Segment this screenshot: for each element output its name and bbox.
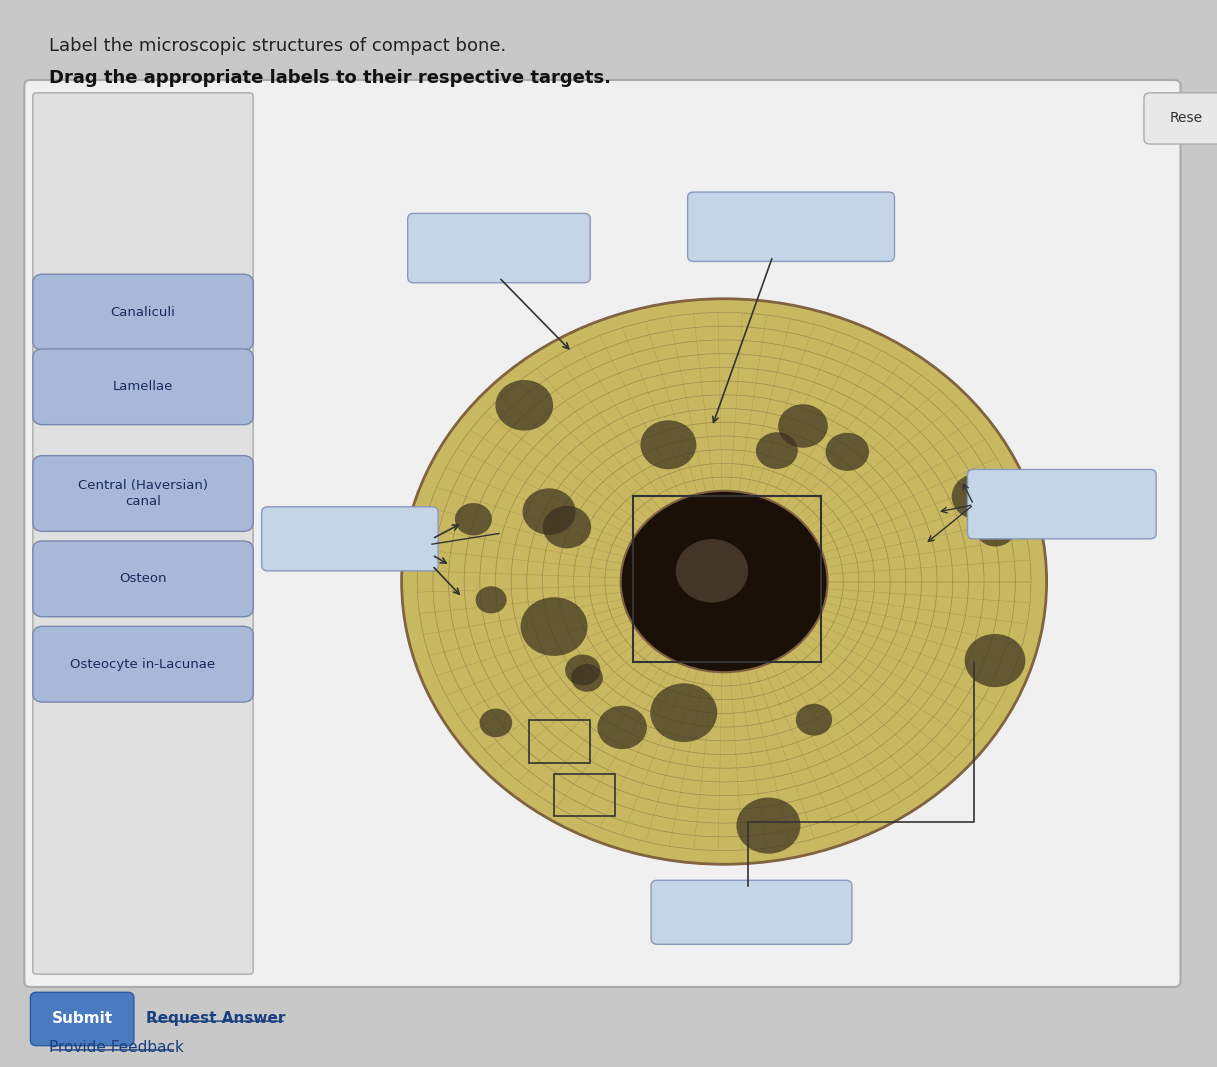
Bar [554,774,615,816]
Text: Request Answer: Request Answer [146,1012,286,1026]
Circle shape [522,489,576,535]
FancyBboxPatch shape [968,469,1156,539]
FancyBboxPatch shape [688,192,894,261]
Circle shape [495,380,553,431]
Circle shape [640,420,696,469]
Circle shape [621,491,828,672]
Text: Canaliculi: Canaliculi [111,305,175,319]
Circle shape [976,512,1015,546]
FancyBboxPatch shape [33,274,253,350]
Circle shape [402,299,1047,864]
Circle shape [476,586,506,614]
FancyBboxPatch shape [33,93,253,974]
FancyBboxPatch shape [33,349,253,425]
Circle shape [479,708,512,737]
FancyBboxPatch shape [1144,93,1217,144]
Text: Drag the appropriate labels to their respective targets.: Drag the appropriate labels to their res… [49,69,611,87]
Circle shape [455,503,492,536]
Circle shape [571,664,602,691]
Circle shape [778,404,828,448]
Text: Central (Haversian)
canal: Central (Haversian) canal [78,479,208,508]
FancyBboxPatch shape [408,213,590,283]
Bar [633,496,821,662]
Circle shape [543,506,591,548]
Text: Submit: Submit [51,1012,113,1026]
Circle shape [952,474,1004,520]
FancyBboxPatch shape [262,507,438,571]
FancyBboxPatch shape [651,880,852,944]
Circle shape [756,432,798,468]
Text: Osteocyte in-Lacunae: Osteocyte in-Lacunae [71,657,215,671]
FancyBboxPatch shape [30,992,134,1046]
Circle shape [650,683,717,742]
Circle shape [521,598,588,656]
Text: Rese: Rese [1170,111,1204,126]
Text: Provide Feedback: Provide Feedback [49,1040,184,1055]
Circle shape [825,433,869,471]
Text: Lamellae: Lamellae [113,380,173,394]
FancyBboxPatch shape [24,80,1180,987]
Text: Osteon: Osteon [119,572,167,586]
Circle shape [565,654,600,685]
FancyBboxPatch shape [33,541,253,617]
Circle shape [965,634,1026,687]
FancyBboxPatch shape [33,456,253,531]
Circle shape [598,705,647,749]
Circle shape [796,704,832,735]
Circle shape [736,797,801,854]
Circle shape [675,539,748,603]
Bar [529,720,590,763]
FancyBboxPatch shape [33,626,253,702]
Text: Label the microscopic structures of compact bone.: Label the microscopic structures of comp… [49,37,506,55]
